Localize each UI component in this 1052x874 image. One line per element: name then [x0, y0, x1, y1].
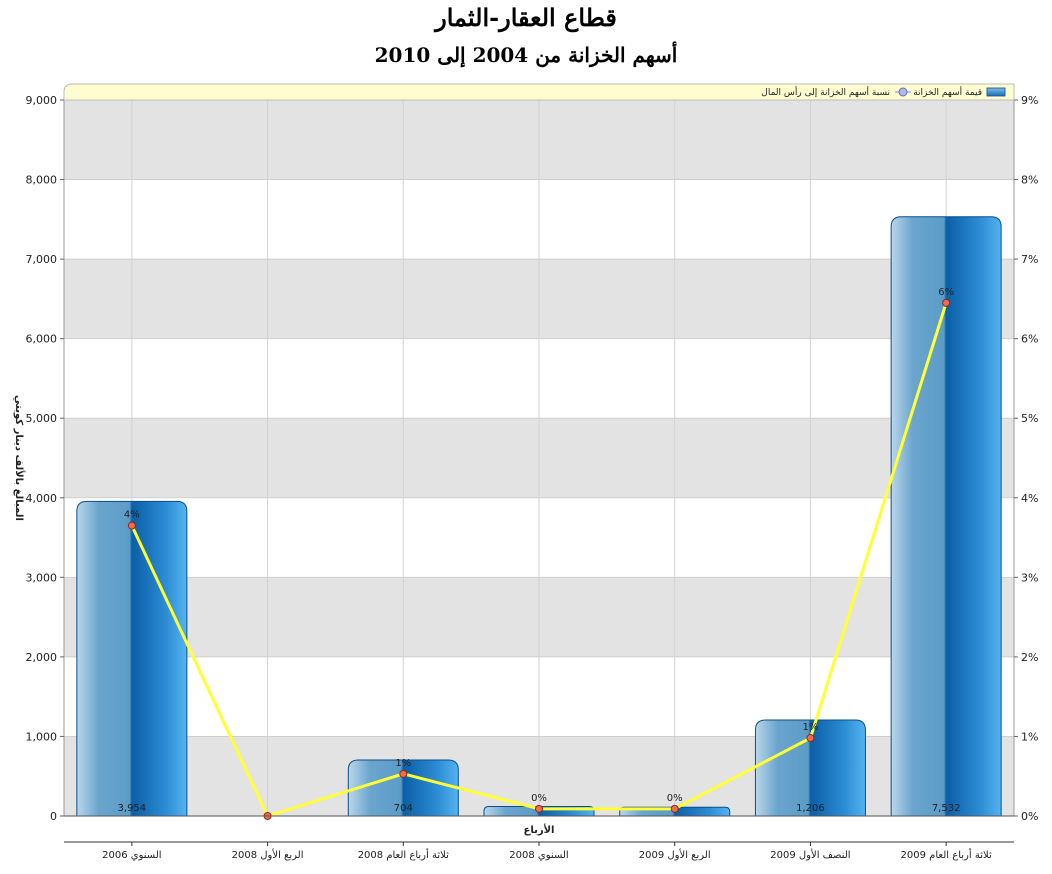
line-point [942, 298, 951, 307]
x-axis-categories: السنوي 2006 الربع الأول 2008 ثلاثة أرباع ا… [102, 842, 992, 861]
bar-series: 3,954 704 1,206 7,532 [76, 216, 1002, 817]
y-tick-label: 5,000 [26, 412, 58, 425]
y2-tick-label: 9% [1021, 94, 1038, 107]
y2-tick-label: 5% [1021, 412, 1038, 425]
x-tick-label: النصف الأول 2009 [770, 848, 850, 861]
y-tick-label: 9,000 [26, 94, 58, 107]
y2-tick-label: 7% [1021, 253, 1038, 266]
line-point [399, 769, 408, 778]
chart-subtitle: أسهم الخزانة من 2004 إلى 2010 [375, 41, 678, 68]
bar-value-label: 3,954 [118, 803, 147, 814]
line-point [806, 734, 815, 743]
line-point [670, 804, 679, 813]
x-tick-label: السنوي 2006 [102, 850, 161, 861]
bar-value-label: 1,206 [796, 803, 825, 814]
line-value-label: 1% [395, 758, 411, 769]
plot-header-band [63, 83, 1015, 101]
bar [754, 719, 866, 817]
x-axis-title: الأرباع [524, 823, 555, 836]
line-value-label: 6% [938, 287, 954, 298]
y-tick-label: 1,000 [26, 730, 58, 743]
y-tick-label: 8,000 [26, 174, 58, 187]
y-tick-label: 2,000 [26, 651, 58, 664]
line-value-label: 4% [124, 510, 140, 521]
legend-swatch-bar [986, 87, 1006, 97]
y2-tick-label: 8% [1021, 174, 1038, 187]
legend: قيمة أسهم الخزانة نسبة أسهم الخزانة إلى … [761, 86, 1006, 98]
y-tick-label: 7,000 [26, 253, 58, 266]
chart-title: قطاع العقار-الثمار [433, 3, 617, 33]
y2-tick-label: 4% [1021, 492, 1038, 505]
bar [76, 500, 188, 817]
y-tick-label: 4,000 [26, 492, 58, 505]
y-axis-right: 0% 1% 2% 3% 4% 5% 6% 7% 8% 9% [1014, 94, 1038, 823]
x-tick-label: ثلاثة أرباع العام 2009 [901, 848, 992, 861]
y-axis-left: 0 1,000 2,000 3,000 4,000 5,000 6,000 7,000 8,00… [26, 94, 64, 823]
bar-value-label: 704 [394, 803, 413, 814]
bar-value-label: 7,532 [932, 803, 961, 814]
line-value-label: 0% [531, 793, 547, 804]
bar [347, 759, 459, 817]
y2-tick-label: 3% [1021, 571, 1038, 584]
x-tick-label: الربع الأول 2009 [639, 848, 711, 861]
bar [890, 216, 1002, 817]
x-tick-label: السنوي 2008 [509, 850, 568, 861]
line-point [127, 521, 136, 530]
y-axis-title: المبالغ بالألف دينار كويتي [13, 395, 26, 521]
y-tick-label: 6,000 [26, 333, 58, 346]
x-tick-label: الربع الأول 2008 [232, 848, 304, 861]
y2-tick-label: 6% [1021, 333, 1038, 346]
y2-tick-label: 2% [1021, 651, 1038, 664]
legend-swatch-marker [898, 87, 908, 97]
x-tick-label: ثلاثة أرباع العام 2008 [358, 848, 449, 861]
line-value-label: 0% [667, 793, 683, 804]
legend-label-line: نسبة أسهم الخزانة إلى رأس المال [761, 86, 890, 98]
y2-tick-label: 1% [1021, 730, 1038, 743]
legend-label-bars: قيمة أسهم الخزانة [913, 86, 982, 98]
y-tick-label: 3,000 [26, 571, 58, 584]
line-point [535, 804, 543, 813]
y2-tick-label: 0% [1021, 810, 1038, 823]
line-value-label: 1% [802, 722, 818, 733]
y-tick-label: 0 [50, 810, 57, 823]
